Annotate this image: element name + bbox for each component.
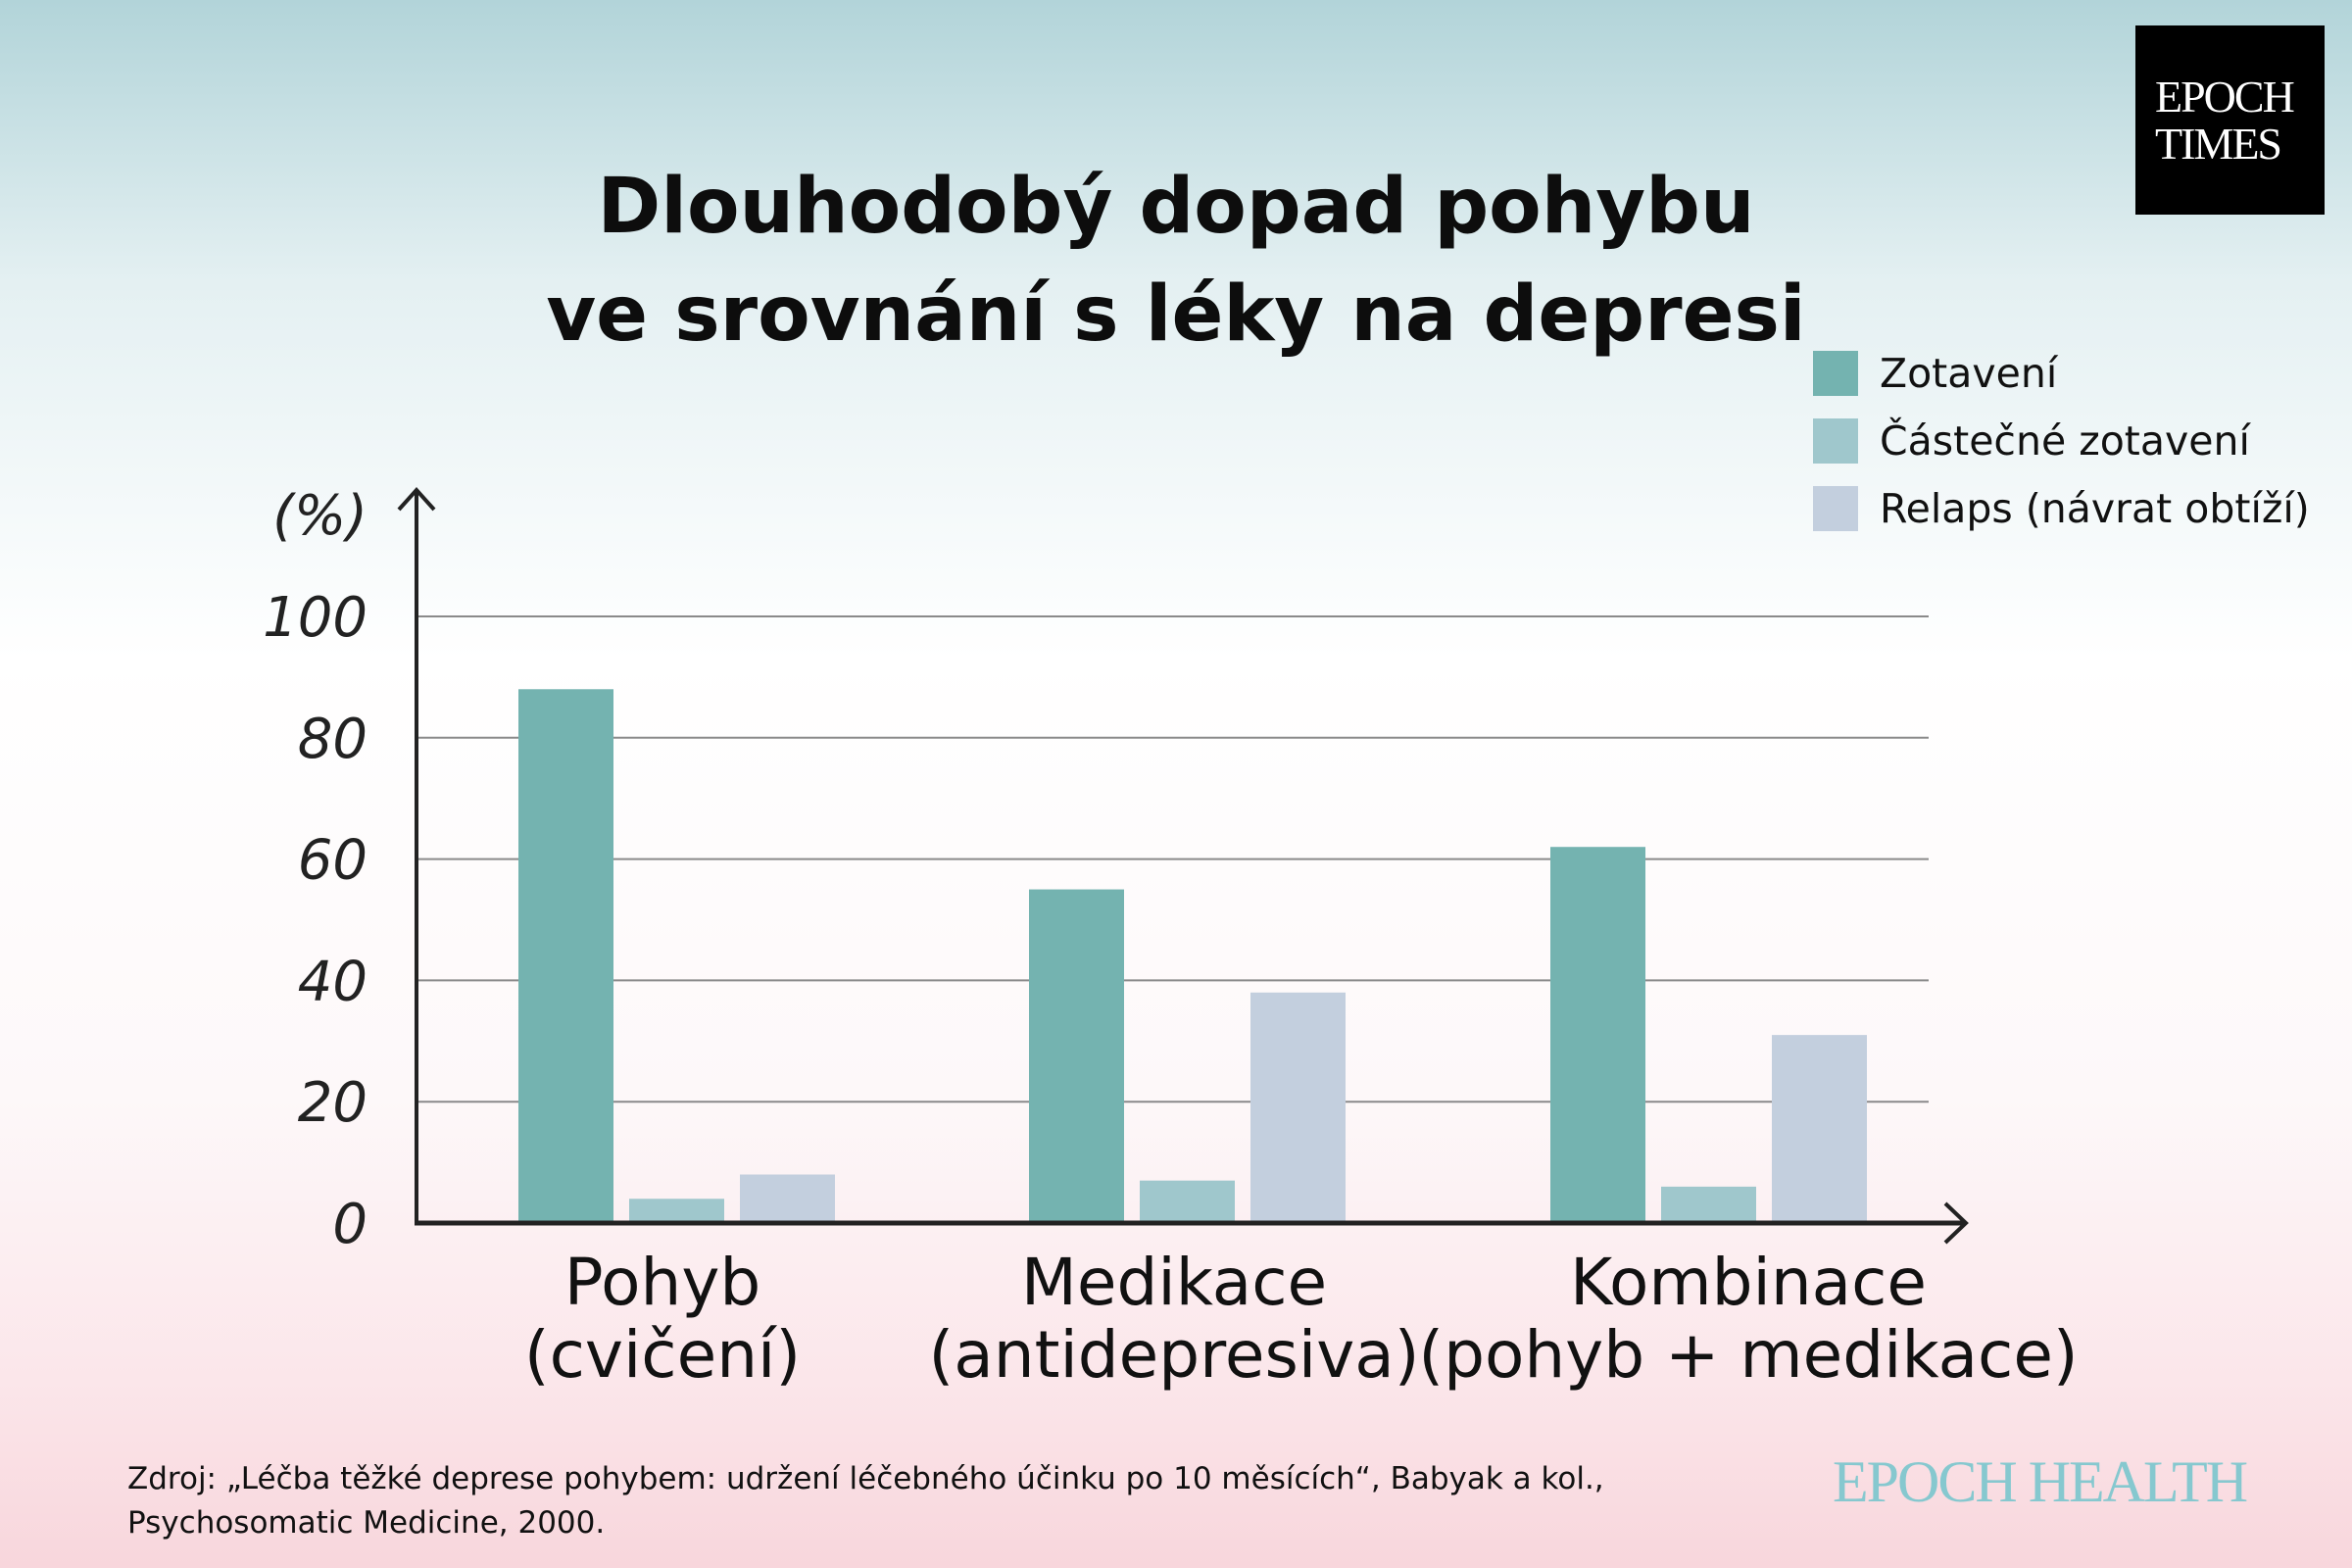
legend-item-relaps: Relaps (návrat obtíží) — [1813, 474, 2310, 542]
logo-line-1: EPOCH — [2155, 71, 2295, 122]
source-line-2: Psychosomatic Medicine, 2000. — [127, 1505, 606, 1541]
epoch-times-logo: EPOCH TIMES — [2135, 25, 2325, 215]
legend-item-castecne: Částečné zotavení — [1813, 407, 2310, 474]
y-tick-label: 40 — [298, 950, 368, 1013]
bar-2-0 — [1550, 847, 1645, 1223]
y-tick-label: 0 — [332, 1193, 368, 1256]
source-line-1: Zdroj: „Léčba těžké deprese pohybem: udr… — [127, 1461, 1604, 1496]
legend-label: Relaps (návrat obtíží) — [1880, 484, 2310, 532]
x-category-label: Medikace (antidepresiva) — [831, 1247, 1517, 1392]
bar-0-1 — [629, 1199, 724, 1223]
y-tick-label: 60 — [298, 829, 368, 893]
category-label-line1: Medikace — [1020, 1245, 1328, 1320]
y-tick-label: 20 — [298, 1071, 368, 1135]
category-label-line2: (cvičení) — [523, 1317, 802, 1393]
legend-label: Zotavení — [1880, 349, 2058, 397]
bar-2-2 — [1772, 1035, 1867, 1223]
legend-swatch — [1813, 350, 1858, 396]
logo-line-2: TIMES — [2155, 118, 2282, 169]
category-label-line1: Kombinace — [1569, 1245, 1928, 1320]
source-note: Zdroj: „Léčba těžké deprese pohybem: udr… — [127, 1457, 1604, 1545]
epoch-health-logo: EPOCH HEALTH — [1833, 1449, 2248, 1514]
x-category-label: Kombinace (pohyb + medikace) — [1405, 1247, 2091, 1392]
y-tick-label: 80 — [298, 708, 368, 771]
legend-swatch — [1813, 485, 1858, 531]
bar-0-2 — [740, 1174, 835, 1223]
chart-title: Dlouhodobý dopad pohybu ve srovnání s lé… — [490, 153, 1862, 368]
category-label-line2: (antidepresiva) — [928, 1317, 1420, 1393]
bar-1-1 — [1140, 1180, 1235, 1223]
bar-2-1 — [1661, 1186, 1756, 1223]
title-line-1: Dlouhodobý dopad pohybu — [597, 163, 1755, 251]
title-line-2: ve srovnání s léky na depresi — [546, 270, 1806, 359]
x-axis-arrow — [1943, 1201, 1969, 1245]
y-axis-label: (%) — [272, 484, 368, 548]
bar-1-2 — [1250, 992, 1346, 1223]
y-tick-label: 100 — [263, 586, 368, 650]
x-category-label: Pohyb (cvičení) — [319, 1247, 1005, 1392]
legend-label: Částečné zotavení — [1880, 416, 2250, 465]
category-label-line1: Pohyb — [564, 1245, 761, 1320]
legend-item-zotaveni: Zotavení — [1813, 339, 2310, 407]
bar-0-0 — [518, 689, 613, 1223]
y-axis-arrow — [397, 487, 436, 512]
category-label-line2: (pohyb + medikace) — [1418, 1317, 2079, 1393]
bar-1-0 — [1029, 889, 1124, 1223]
legend: Zotavení Částečné zotavení Relaps (návra… — [1813, 339, 2310, 542]
legend-swatch — [1813, 417, 1858, 464]
